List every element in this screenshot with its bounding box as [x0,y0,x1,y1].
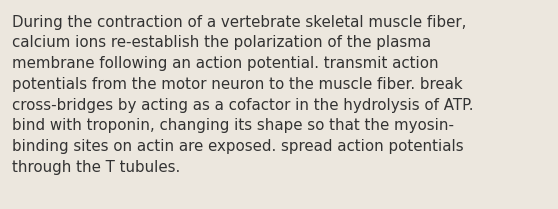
Text: During the contraction of a vertebrate skeletal muscle fiber,
calcium ions re-es: During the contraction of a vertebrate s… [12,15,474,175]
